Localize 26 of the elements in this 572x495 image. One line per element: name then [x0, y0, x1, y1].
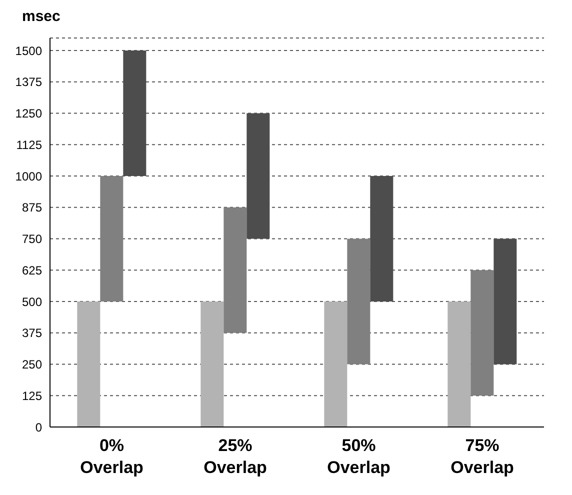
y-tick-label: 625	[22, 263, 42, 278]
y-tick-label: 375	[22, 326, 42, 340]
x-tick-label: 50% Overlap	[327, 436, 390, 477]
x-tick-label: 25% Overlap	[204, 436, 267, 477]
bar	[347, 238, 370, 364]
y-tick-label: 1125	[16, 138, 42, 152]
bar	[470, 270, 494, 396]
y-tick-label: 750	[22, 232, 42, 246]
y-tick-label: 500	[22, 294, 42, 309]
y-axis-title: msec	[22, 8, 60, 25]
y-tick-label: 875	[22, 200, 42, 215]
y-tick-label: 125	[22, 388, 42, 403]
y-tick-label: 250	[22, 358, 42, 372]
y-tick-label: 0	[35, 420, 42, 434]
y-tick-label: 1375	[15, 75, 42, 90]
bar	[77, 302, 100, 427]
bar	[324, 302, 348, 427]
bar	[100, 176, 124, 302]
bar	[224, 207, 247, 333]
y-tick-label: 1250	[15, 106, 42, 121]
bar	[200, 302, 224, 427]
y-tick-label: 1000	[15, 169, 42, 184]
x-tick-label: 0% Overlap	[80, 436, 144, 477]
x-tick-label: 75% Overlap	[450, 436, 514, 477]
bar	[448, 302, 471, 427]
y-tick-label: 1500	[15, 44, 42, 58]
